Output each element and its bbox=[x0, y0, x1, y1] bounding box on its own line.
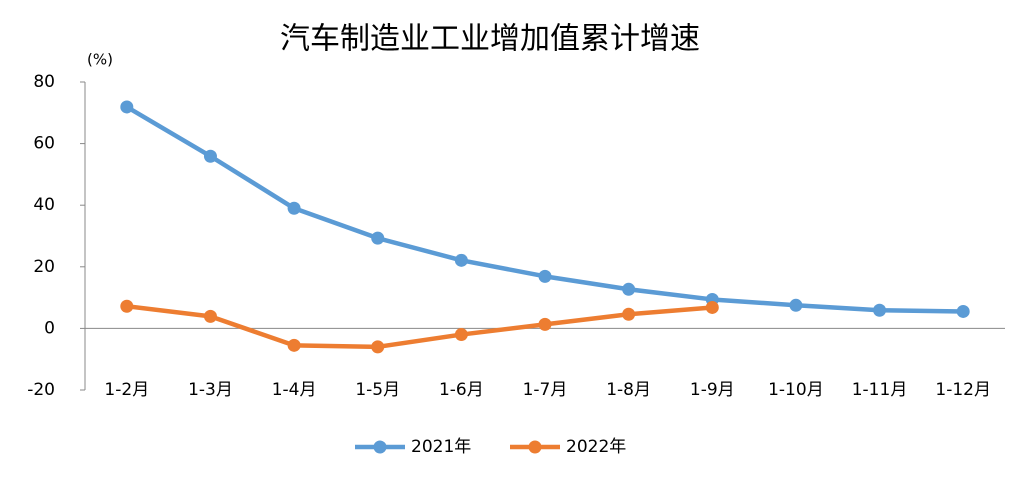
x-tick-label: 1-9月 bbox=[690, 380, 735, 400]
point bbox=[622, 307, 636, 321]
series-line bbox=[126, 303, 713, 350]
point bbox=[203, 149, 217, 163]
x-tick-label: 1-3月 bbox=[188, 380, 233, 400]
point bbox=[705, 300, 719, 314]
legend-label: 2021年 bbox=[411, 437, 471, 457]
point bbox=[454, 328, 468, 342]
y-tick-label: -20 bbox=[27, 380, 55, 400]
y-tick-label: 80 bbox=[33, 72, 55, 92]
point bbox=[956, 304, 970, 318]
x-tick-label: 1-6月 bbox=[439, 380, 484, 400]
point bbox=[371, 340, 385, 354]
point bbox=[203, 309, 217, 323]
point bbox=[287, 338, 301, 352]
point bbox=[371, 231, 385, 245]
x-tick-label: 1-10月 bbox=[768, 380, 824, 400]
y-tick-label: 60 bbox=[33, 134, 55, 154]
y-tick-label: 20 bbox=[33, 257, 55, 277]
x-tick-label: 1-7月 bbox=[523, 380, 568, 400]
point bbox=[873, 303, 887, 317]
x-tick-label: 1-11月 bbox=[852, 380, 908, 400]
x-tick-label: 1-8月 bbox=[606, 380, 651, 400]
point bbox=[538, 269, 552, 283]
x-tick-label: 1-12月 bbox=[935, 380, 991, 400]
chart-title: 汽车制造业工业增加值累计增速 bbox=[280, 22, 700, 57]
legend-marker bbox=[528, 440, 542, 454]
x-tick-label: 1-5月 bbox=[355, 380, 400, 400]
point bbox=[538, 317, 552, 331]
x-tick-label: 1-2月 bbox=[104, 380, 149, 400]
legend-label: 2022年 bbox=[566, 437, 626, 457]
legend-marker bbox=[373, 440, 387, 454]
point bbox=[622, 282, 636, 296]
point bbox=[287, 201, 301, 215]
x-tick-label: 1-4月 bbox=[272, 380, 317, 400]
y-tick-label: 0 bbox=[44, 318, 55, 338]
point bbox=[789, 298, 803, 312]
point bbox=[454, 253, 468, 267]
point bbox=[120, 299, 134, 313]
y-tick-label: 40 bbox=[33, 195, 55, 215]
point bbox=[120, 100, 134, 114]
y-unit-label: (%) bbox=[87, 51, 113, 69]
